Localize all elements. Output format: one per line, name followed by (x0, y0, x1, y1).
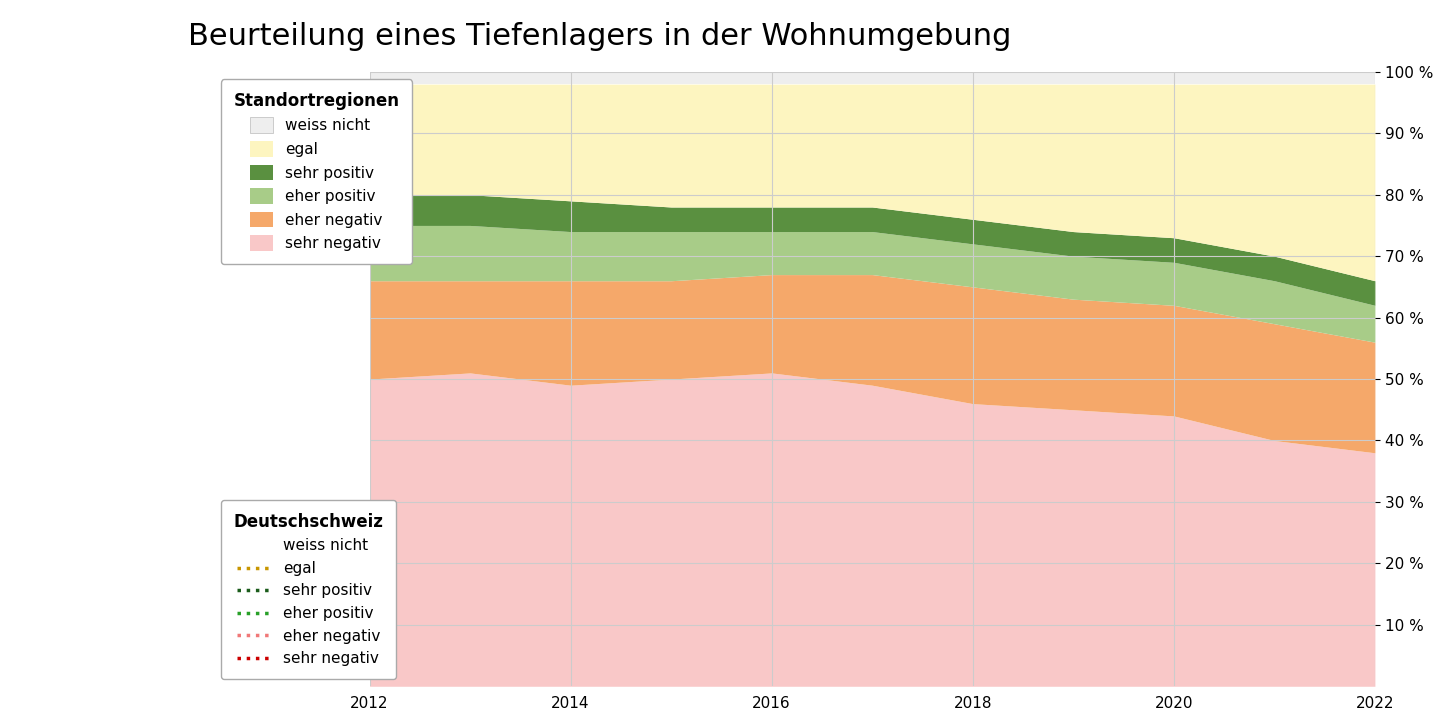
Legend: weiss nicht, egal, sehr positiv, eher positiv, eher negativ, sehr negativ: weiss nicht, egal, sehr positiv, eher po… (222, 500, 395, 679)
Text: Beurteilung eines Tiefenlagers in der Wohnumgebung: Beurteilung eines Tiefenlagers in der Wo… (188, 22, 1012, 51)
